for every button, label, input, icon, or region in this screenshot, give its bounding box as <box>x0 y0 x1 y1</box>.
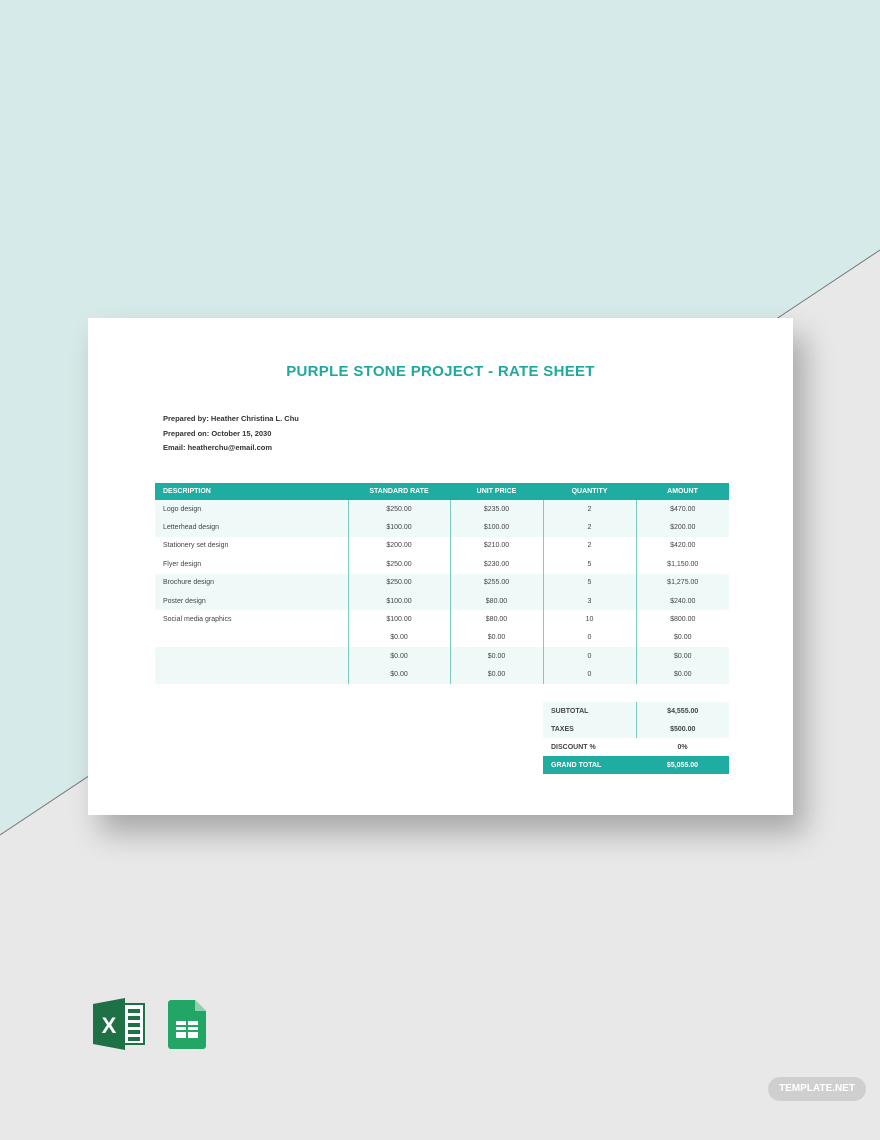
table-row: $0.00 $0.00 0 $0.00 <box>155 628 729 648</box>
table-row: Letterhead design $100.00 $100.00 2 $200.00 <box>155 518 729 537</box>
template-net-watermark: TEMPLATE.NET <box>768 1077 866 1101</box>
totals-label: SUBTOTAL <box>543 702 636 720</box>
table-row: Social media graphics $100.00 $80.00 10 $800… <box>155 610 729 629</box>
table-cell: 0 <box>542 665 636 684</box>
table-cell: $100.00 <box>347 610 450 629</box>
table-cell: 5 <box>542 555 636 574</box>
prepared-on: Prepared on: October 15, 2030 <box>163 429 272 438</box>
totals-table: SUBTOTAL $4,555.00 TAXES $500.00 DISCOUNT % 0… <box>543 702 729 774</box>
table-cell: $250.00 <box>347 573 450 592</box>
totals-value: $4,555.00 <box>635 702 729 720</box>
totals-row: DISCOUNT % 0% <box>543 738 729 756</box>
table-cell <box>155 647 348 666</box>
table-cell: $1,275.00 <box>635 573 729 592</box>
table-cell: $1,150.00 <box>635 555 729 574</box>
document-title: PURPLE STONE PROJECT - RATE SHEET <box>286 363 595 380</box>
google-sheets-icon <box>168 1000 206 1049</box>
items-table: DESCRIPTION STANDARD RATE UNIT PRICE QUANTI… <box>155 483 729 684</box>
excel-icon: X <box>93 998 145 1050</box>
totals-value: $500.00 <box>635 720 729 738</box>
table-cell: Brochure design <box>155 573 348 592</box>
table-cell: $80.00 <box>449 591 543 611</box>
table-cell: $200.00 <box>347 536 450 556</box>
table-cell: Flyer design <box>163 560 202 568</box>
email: Email: heatherchu@email.com <box>163 443 273 452</box>
table-row: Brochure design $250.00 $255.00 5 $1,275.00 <box>155 573 729 592</box>
table-row: $0.00 $0.00 0 $0.00 <box>155 647 729 666</box>
table-cell: $230.00 <box>449 555 543 574</box>
table-cell: $0.00 <box>347 647 450 666</box>
totals-value: $5,055.00 <box>636 756 729 774</box>
totals-row: GRAND TOTAL $5,055.00 <box>543 756 729 774</box>
table-cell <box>155 629 348 647</box>
column-header: STANDARD RATE <box>348 483 450 500</box>
table-cell: Letterhead design <box>155 518 348 537</box>
table-cell: Social media graphics <box>163 616 232 624</box>
column-header: DESCRIPTION <box>155 483 348 500</box>
rate-sheet-document: PURPLE STONE PROJECT - RATE SHEET Prepar… <box>88 318 793 815</box>
table-cell <box>155 665 348 684</box>
table-row: Logo design $250.00 $235.00 2 $470.00 <box>155 500 729 519</box>
table-cell: $800.00 <box>635 610 729 629</box>
table-cell: 10 <box>542 610 636 629</box>
table-cell: $420.00 <box>635 536 729 556</box>
table-cell: 0 <box>542 628 636 648</box>
table-cell: $0.00 <box>347 628 450 648</box>
table-cell: $0.00 <box>347 665 450 684</box>
table-cell: $0.00 <box>635 628 729 648</box>
table-cell: $0.00 <box>449 647 543 666</box>
table-cell: $100.00 <box>449 518 543 537</box>
table-cell: 0 <box>542 647 636 666</box>
table-cell: $250.00 <box>347 555 450 574</box>
table-cell: 5 <box>542 573 636 592</box>
totals-label: TAXES <box>543 720 636 738</box>
table-cell: $100.00 <box>347 591 450 611</box>
prepared-by: Prepared by: Heather Christina L. Chu <box>163 414 299 423</box>
totals-row: TAXES $500.00 <box>543 720 729 738</box>
table-cell: $0.00 <box>635 647 729 666</box>
table-cell: $80.00 <box>449 610 543 629</box>
table-cell: 2 <box>542 536 636 556</box>
table-cell: $210.00 <box>449 536 543 556</box>
table-cell: $250.00 <box>347 500 450 519</box>
table-row: Flyer design $250.00 $230.00 5 $1,150.00 <box>155 555 729 574</box>
column-header: QUANTITY <box>543 483 636 500</box>
table-cell: $100.00 <box>347 518 450 537</box>
table-cell: Poster design <box>155 591 348 611</box>
table-row: $0.00 $0.00 0 $0.00 <box>155 665 729 684</box>
table-cell: 3 <box>542 591 636 611</box>
table-cell: $240.00 <box>635 591 729 611</box>
table-cell: $0.00 <box>449 665 543 684</box>
table-cell: $0.00 <box>635 665 729 684</box>
column-header: AMOUNT <box>636 483 729 500</box>
column-header: UNIT PRICE <box>450 483 543 500</box>
table-row: Stationery set design $200.00 $210.00 2 $420… <box>155 536 729 556</box>
table-row: Poster design $100.00 $80.00 3 $240.00 <box>155 591 729 611</box>
totals-row: SUBTOTAL $4,555.00 <box>543 702 729 720</box>
table-cell: $255.00 <box>449 573 543 592</box>
svg-text:X: X <box>102 1013 117 1038</box>
table-cell: 2 <box>542 500 636 519</box>
table-cell: $235.00 <box>449 500 543 519</box>
table-cell: $470.00 <box>635 500 729 519</box>
totals-value: 0% <box>677 743 688 751</box>
table-cell: $200.00 <box>635 518 729 537</box>
table-cell: Stationery set design <box>163 542 229 550</box>
totals-label: GRAND TOTAL <box>543 756 636 774</box>
totals-label: DISCOUNT % <box>551 743 596 751</box>
table-cell: $0.00 <box>449 628 543 648</box>
table-cell: 2 <box>542 518 636 537</box>
table-cell: Logo design <box>155 500 348 519</box>
